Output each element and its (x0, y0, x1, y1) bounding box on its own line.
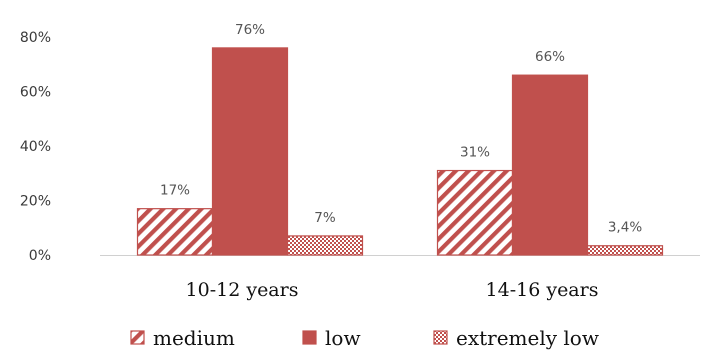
bars (136, 47, 664, 256)
legend-swatch-medium (130, 330, 145, 345)
bar-low-2 (511, 74, 589, 256)
legend-swatch-low (302, 330, 317, 345)
bar-extremely-low-1 (286, 235, 364, 256)
x-category-label: 14-16 years (486, 279, 599, 301)
legend-label: low (325, 326, 361, 350)
data-label: 31% (460, 145, 490, 161)
y-tick-label: 40% (20, 139, 51, 155)
legend: medium low extremely low (130, 326, 599, 350)
bar-medium-1 (136, 208, 214, 256)
y-tick-label: 0% (29, 248, 51, 264)
bar-medium-2 (436, 169, 514, 256)
data-label: 66% (535, 49, 565, 65)
data-labels: 17% 76% 7% 31% 66% 3,4% (160, 22, 642, 236)
bar-extremely-low-2 (586, 245, 664, 256)
y-tick-label: 80% (20, 30, 51, 46)
bar-low-1 (211, 47, 289, 256)
y-tick-label: 20% (20, 194, 51, 210)
y-tick-label: 60% (20, 85, 51, 101)
legend-swatch-extremely-low (433, 330, 448, 345)
data-label: 7% (314, 210, 336, 226)
data-label: 3,4% (608, 220, 642, 236)
x-category-label: 10-12 years (186, 279, 299, 301)
category-labels: 10-12 years 14-16 years (186, 279, 599, 301)
legend-label: extremely low (456, 326, 599, 350)
y-axis: 0% 20% 40% 60% 80% (20, 30, 51, 264)
data-label: 76% (235, 22, 265, 38)
data-label: 17% (160, 183, 190, 199)
legend-label: medium (153, 326, 235, 350)
